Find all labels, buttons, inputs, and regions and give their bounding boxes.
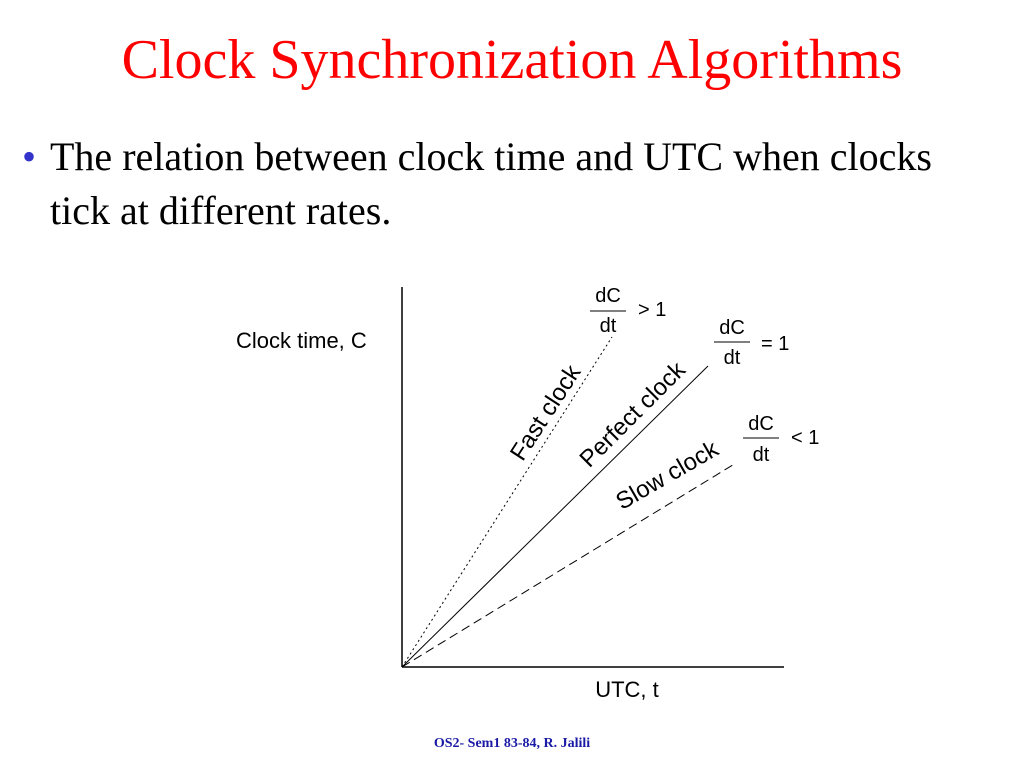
slow-clock-line (401, 462, 737, 668)
fraction-numerator: dC (595, 285, 621, 307)
x-axis-label: UTC, t (595, 677, 659, 702)
bullet-text: The relation between clock time and UTC … (50, 134, 932, 233)
perfect-clock-line (401, 365, 709, 668)
fraction-denominator: dt (600, 315, 617, 337)
fast-clock-line (401, 336, 613, 668)
bullet-item: • The relation between clock time and UT… (22, 130, 982, 238)
slow-clock-label: Slow clock (611, 435, 724, 516)
perfect-rate-formula: dC dt = 1 (714, 317, 789, 369)
slide-title: Clock Synchronization Algorithms (121, 29, 903, 91)
fraction-denominator: dt (753, 444, 770, 466)
slide-footer: OS2- Sem1 83-84, R. Jalili (433, 736, 591, 751)
fast-clock-label: Fast clock (505, 359, 587, 465)
fraction-numerator: dC (719, 317, 745, 339)
rate-relation: = 1 (761, 333, 789, 355)
fast-rate-formula: dC dt > 1 (590, 285, 666, 337)
fraction-denominator: dt (724, 347, 741, 369)
rate-relation: < 1 (791, 427, 819, 449)
rate-relation: > 1 (638, 299, 666, 321)
fraction-numerator: dC (748, 413, 774, 435)
y-axis-label: Clock time, C (236, 328, 367, 353)
bullet-dot-icon: • (22, 134, 37, 179)
slow-rate-formula: dC dt < 1 (743, 413, 819, 466)
